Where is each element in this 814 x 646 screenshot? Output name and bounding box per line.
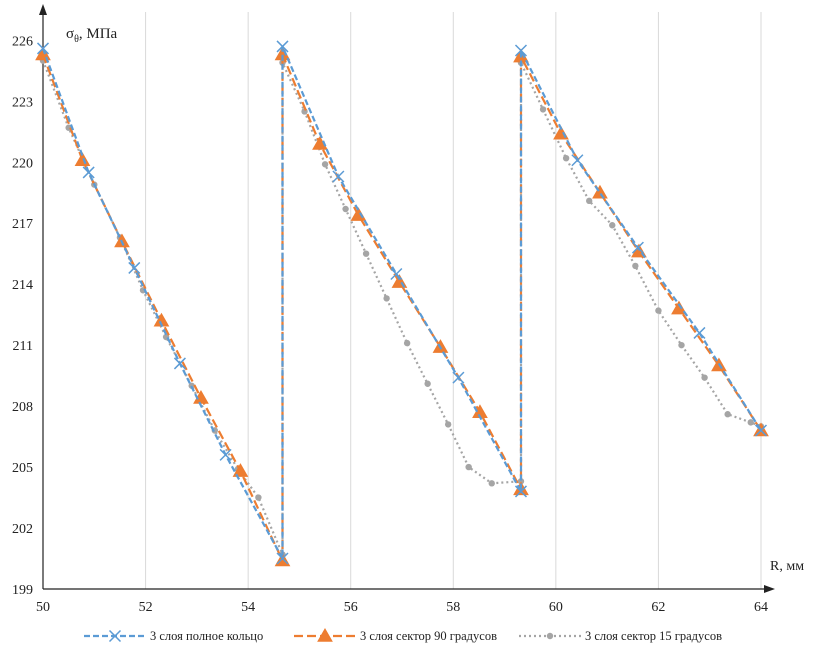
y-tick-label: 205 <box>12 461 33 476</box>
axes <box>39 4 775 593</box>
data-point-x-marker <box>631 241 644 254</box>
data-point-dot-marker <box>321 161 329 168</box>
data-point-x-marker <box>36 42 50 55</box>
data-point-dot-marker <box>362 250 370 257</box>
x-tick-label: 60 <box>549 600 563 615</box>
data-point-dot-marker <box>655 307 662 314</box>
data-point-dot-marker <box>517 478 525 485</box>
y-tick-label: 208 <box>12 400 33 415</box>
legend-label: 3 слоя сектор 15 градусов <box>585 629 722 643</box>
y-axis-label-unit: , МПа <box>79 26 118 42</box>
y-tick-label: 202 <box>12 522 33 537</box>
data-point-dot-marker <box>546 632 554 640</box>
x-tick-labels: 50 52 54 56 58 60 62 64 <box>36 600 768 615</box>
legend-entry-3: 3 слоя сектор 15 градусов <box>519 629 722 643</box>
y-axis-label-subscript: θ <box>74 34 79 45</box>
data-point-dot-marker <box>632 262 639 270</box>
x-tick-label: 50 <box>36 600 50 615</box>
y-axis-label-sigma: σ <box>66 26 74 42</box>
y-tick-label: 214 <box>12 278 33 293</box>
data-point-x-marker <box>390 267 403 281</box>
data-point-x-marker <box>82 166 95 179</box>
y-tick-label: 199 <box>12 583 33 598</box>
y-tick-label: 223 <box>12 95 33 110</box>
data-point-x-marker <box>219 448 232 461</box>
legend-entry-2: 3 слоя сектор 90 градусов <box>294 627 497 643</box>
x-tick-label: 64 <box>754 600 768 615</box>
data-point-dot-marker <box>562 154 570 162</box>
series-line <box>41 45 762 560</box>
x-tick-label: 58 <box>446 600 460 615</box>
legend-label: 3 слоя сектор 90 градусов <box>360 629 497 643</box>
data-point-dot-marker <box>539 106 547 113</box>
x-tick-label: 52 <box>139 600 153 615</box>
data-point-dot-marker <box>747 419 754 426</box>
legend-entry-1: 3 слоя полное кольцо <box>84 629 263 643</box>
data-point-dot-marker <box>609 222 616 229</box>
y-tick-label: 211 <box>13 339 33 354</box>
legend: 3 слоя полное кольцо 3 слоя сектор 90 гра… <box>84 627 722 643</box>
x-tick-label: 62 <box>651 600 665 615</box>
data-point-dot-marker <box>424 380 431 387</box>
x-axis-arrow-icon <box>764 585 775 593</box>
data-point-dot-marker <box>724 411 731 418</box>
data-point-dot-marker <box>342 205 349 213</box>
y-axis-arrow-icon <box>39 4 47 15</box>
data-point-dot-marker <box>444 421 452 428</box>
data-point-dot-marker <box>255 494 262 501</box>
data-point-x-marker <box>514 44 528 57</box>
data-point-x-marker <box>514 485 528 498</box>
data-point-triangle-marker <box>35 46 51 61</box>
data-point-x-marker <box>276 552 289 565</box>
series-1 <box>36 40 768 565</box>
data-point-dot-marker <box>701 374 708 381</box>
y-axis-label: σθ, МПа <box>66 26 118 45</box>
data-point-x-marker <box>571 154 584 167</box>
x-tick-label: 56 <box>344 600 358 615</box>
data-point-triangle-marker <box>317 627 333 642</box>
data-point-dot-marker <box>678 341 685 349</box>
data-point-x-marker <box>173 357 186 370</box>
data-point-x-marker <box>108 629 122 643</box>
grid-lines <box>145 12 762 589</box>
x-axis-label: R, мм <box>770 559 804 574</box>
series-3 <box>39 57 765 558</box>
series-line <box>41 54 762 561</box>
series-layer <box>35 40 769 567</box>
data-point-dot-marker <box>465 463 472 471</box>
data-point-x-marker <box>332 170 345 183</box>
y-tick-label: 220 <box>12 156 33 171</box>
data-point-x-marker <box>276 40 289 53</box>
data-point-triangle-marker <box>592 184 608 199</box>
y-tick-label: 217 <box>12 217 33 232</box>
data-point-x-marker <box>754 424 768 437</box>
data-point-x-marker <box>128 261 141 274</box>
series-line <box>41 60 762 555</box>
data-point-dot-marker <box>403 339 411 347</box>
data-point-x-marker <box>452 371 465 384</box>
data-point-x-marker <box>693 326 706 339</box>
y-tick-labels: 199 202 205 208 211 214 217 220 223 226 <box>12 34 33 598</box>
data-point-dot-marker <box>383 295 390 302</box>
data-point-dot-marker <box>585 197 593 205</box>
data-point-triangle-marker <box>232 463 249 477</box>
y-tick-label: 226 <box>12 34 33 49</box>
data-point-dot-marker <box>488 480 495 487</box>
legend-label: 3 слоя полное кольцо <box>150 629 263 643</box>
x-tick-label: 54 <box>241 600 255 615</box>
